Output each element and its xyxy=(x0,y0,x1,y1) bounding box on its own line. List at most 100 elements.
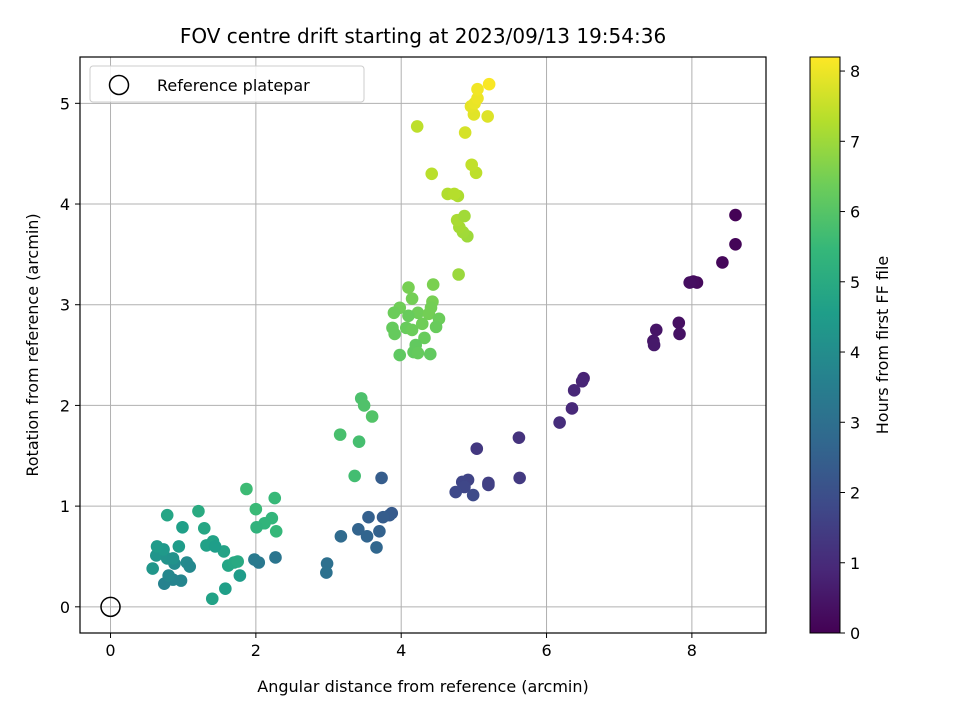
data-point xyxy=(481,110,494,123)
gridlines xyxy=(80,57,766,633)
y-axis-ticks: 0 1 2 3 4 5 xyxy=(60,94,80,617)
x-tick-label: 2 xyxy=(251,641,261,660)
legend: Reference platepar xyxy=(89,65,365,103)
reference-platepar-marker xyxy=(100,596,121,618)
data-point xyxy=(352,522,365,536)
data-point xyxy=(512,431,526,444)
data-point xyxy=(197,521,211,535)
data-point xyxy=(172,540,186,553)
x-tick-label: 8 xyxy=(687,641,697,660)
data-point xyxy=(422,307,436,321)
data-point xyxy=(176,520,189,534)
data-point xyxy=(683,276,696,289)
data-point xyxy=(370,541,383,554)
chart-title: FOV centre drift starting at 2023/09/13 … xyxy=(180,24,666,48)
data-point xyxy=(365,410,379,423)
data-point xyxy=(373,524,386,538)
colorbar-tick-label: 0 xyxy=(850,624,860,643)
data-point xyxy=(647,338,661,352)
data-point xyxy=(183,560,197,573)
data-point xyxy=(269,524,283,538)
data-point xyxy=(320,557,334,570)
data-point xyxy=(449,485,463,499)
data-point xyxy=(376,510,390,524)
data-point xyxy=(233,569,247,582)
data-point xyxy=(458,126,472,139)
x-axis-ticks: 0 2 4 6 8 xyxy=(105,633,697,660)
data-point xyxy=(208,540,222,553)
legend-entry-reference-platepar: Reference platepar xyxy=(157,76,310,95)
data-point xyxy=(388,327,401,341)
data-point xyxy=(418,331,431,345)
data-point xyxy=(150,540,164,553)
colorbar-tick-label: 1 xyxy=(850,554,860,573)
x-tick-label: 4 xyxy=(396,641,406,660)
legend-reference-marker xyxy=(108,74,130,96)
data-point xyxy=(429,320,443,334)
x-tick-label: 6 xyxy=(541,641,551,660)
data-point xyxy=(672,316,686,330)
y-tick-label: 2 xyxy=(60,396,70,415)
data-point xyxy=(357,399,371,412)
reference-marker-layer xyxy=(100,596,121,618)
data-point xyxy=(447,187,461,201)
colorbar-tick-label: 3 xyxy=(850,413,860,432)
data-point xyxy=(415,317,429,331)
data-point xyxy=(425,167,439,181)
data-point xyxy=(160,508,174,522)
data-point xyxy=(352,435,366,448)
data-point xyxy=(673,327,686,341)
y-tick-label: 5 xyxy=(60,94,70,113)
data-point xyxy=(482,77,496,91)
data-point xyxy=(482,478,495,492)
y-tick-label: 1 xyxy=(60,497,70,516)
data-point xyxy=(458,209,471,223)
colorbar-tick-label: 5 xyxy=(850,273,860,292)
x-tick-label: 0 xyxy=(105,641,115,660)
x-axis-title: Angular distance from reference (arcmin) xyxy=(257,677,588,696)
colorbar-tick-label: 2 xyxy=(850,484,860,503)
data-point xyxy=(362,510,375,524)
data-point xyxy=(465,158,478,172)
data-point xyxy=(333,428,347,441)
data-point xyxy=(219,582,232,595)
plot-frame xyxy=(79,56,767,634)
data-point xyxy=(452,268,465,281)
colorbar-frame xyxy=(809,56,841,634)
data-point xyxy=(348,469,361,483)
data-point xyxy=(405,323,419,337)
data-point xyxy=(729,238,742,251)
data-point xyxy=(402,309,415,323)
data-point xyxy=(565,402,579,415)
data-point xyxy=(387,306,401,320)
data-point xyxy=(269,551,282,564)
data-point xyxy=(268,491,282,505)
data-point xyxy=(423,347,437,361)
colorbar-tick-label: 8 xyxy=(850,62,860,81)
data-point xyxy=(471,91,484,105)
data-point xyxy=(162,569,175,582)
colorbar-tick-label: 7 xyxy=(850,132,860,151)
data-point xyxy=(320,566,333,579)
data-point xyxy=(426,278,440,291)
data-point xyxy=(471,82,484,96)
colorbar-tick-label: 4 xyxy=(850,343,860,362)
data-point xyxy=(567,384,581,397)
colorbar: 0 1 2 3 4 5 6 7 8 Hours from first FF file xyxy=(809,56,892,643)
data-point xyxy=(205,592,219,606)
data-point xyxy=(250,520,263,534)
data-point xyxy=(146,562,159,575)
y-tick-label: 3 xyxy=(60,296,70,315)
data-point xyxy=(402,281,415,294)
colorbar-tick-label: 6 xyxy=(850,203,860,222)
data-point xyxy=(166,552,180,565)
data-point xyxy=(466,488,480,502)
data-point xyxy=(393,348,407,362)
data-point xyxy=(410,120,424,133)
data-point xyxy=(405,292,419,305)
data-point xyxy=(375,471,388,485)
data-point xyxy=(729,208,742,222)
data-point xyxy=(470,442,484,456)
data-point xyxy=(553,416,566,429)
